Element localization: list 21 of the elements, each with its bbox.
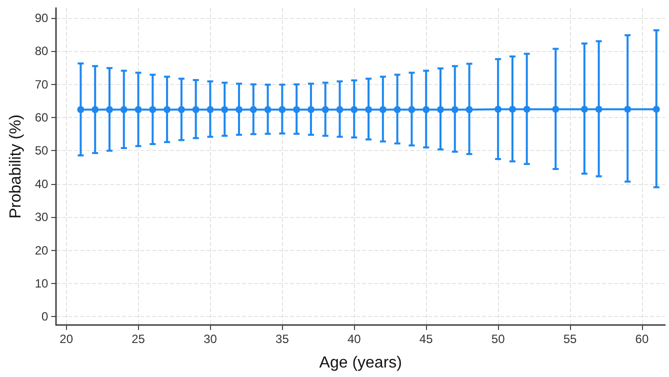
y-tick-label: 20 — [34, 243, 49, 258]
y-tick-label: 30 — [34, 210, 49, 224]
x-tick-label: 60 — [635, 332, 649, 346]
y-tick-label: 10 — [34, 276, 49, 291]
y-tick-label: 90 — [34, 10, 49, 25]
x-tick-label: 45 — [419, 332, 434, 346]
y-tick-label: 0 — [42, 310, 49, 324]
y-tick-label: 50 — [34, 144, 49, 158]
x-tick-label: 20 — [60, 332, 74, 346]
y-tick-label: 60 — [34, 110, 49, 125]
x-tick-label: 30 — [204, 332, 218, 346]
x-tick-label: 25 — [132, 332, 146, 346]
x-axis-title: Age (years) — [319, 354, 402, 372]
x-tick-label: 55 — [563, 332, 578, 346]
y-tick-label: 80 — [34, 44, 49, 58]
y-axis-title: Probability (%) — [8, 114, 24, 219]
y-tick-label: 40 — [34, 176, 49, 191]
x-tick-label: 40 — [347, 332, 362, 346]
x-tick-label: 50 — [491, 332, 506, 346]
y-tick-label: 70 — [34, 77, 49, 92]
x-tick-label: 35 — [276, 332, 290, 346]
